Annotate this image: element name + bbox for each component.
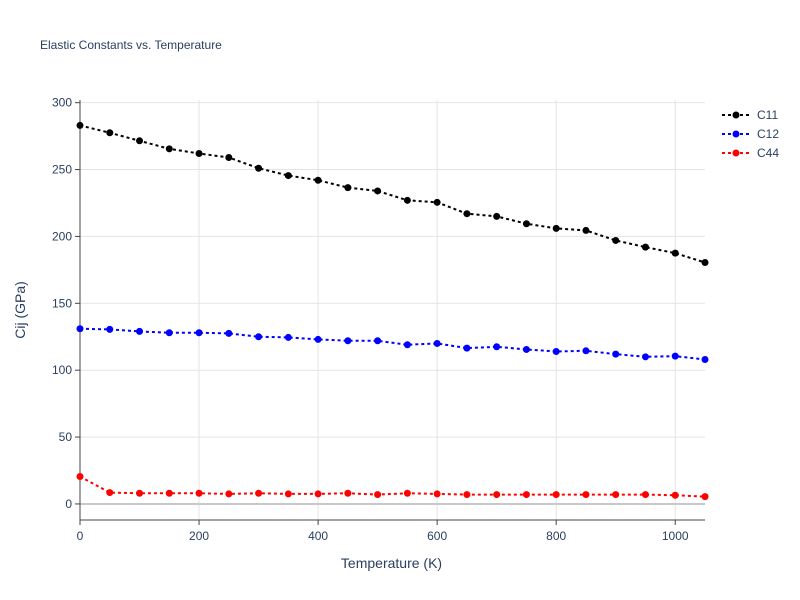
x-tick-label: 800 [546, 529, 566, 543]
data-point-c12 [522, 345, 530, 353]
data-point-c44 [255, 489, 263, 497]
data-point-c44 [493, 491, 501, 499]
data-point-c12 [433, 339, 441, 347]
legend-marker-c11 [732, 111, 740, 119]
data-point-c11 [136, 137, 144, 145]
y-tick-label: 0 [65, 497, 72, 511]
data-point-c44 [165, 489, 173, 497]
data-point-c11 [106, 129, 114, 137]
legend-label-c44: C44 [757, 146, 779, 160]
data-point-c11 [225, 154, 233, 162]
data-point-c12 [76, 325, 84, 333]
data-point-c11 [582, 226, 590, 234]
x-tick-label: 1000 [662, 529, 689, 543]
data-point-c44 [522, 491, 530, 499]
chart-title: Elastic Constants vs. Temperature [40, 38, 222, 52]
data-point-c12 [641, 353, 649, 361]
data-point-c11 [374, 187, 382, 195]
data-point-c44 [314, 490, 322, 498]
data-point-c12 [671, 352, 679, 360]
data-point-c12 [552, 347, 560, 355]
data-point-c11 [671, 249, 679, 257]
data-point-c44 [106, 489, 114, 497]
data-point-c12 [284, 333, 292, 341]
x-tick-label: 200 [189, 529, 209, 543]
series-line-c44 [79, 475, 706, 498]
y-tick-label: 150 [52, 296, 72, 310]
x-tick-label: 0 [77, 529, 84, 543]
data-point-c11 [344, 184, 352, 192]
data-point-c12 [165, 329, 173, 337]
data-point-c12 [314, 335, 322, 343]
y-tick-label: 250 [52, 163, 72, 177]
x-tick-label: 400 [308, 529, 328, 543]
data-point-c12 [463, 344, 471, 352]
legend-label-c11: C11 [757, 108, 778, 122]
data-point-c44 [641, 491, 649, 499]
y-tick-label: 50 [59, 430, 73, 444]
data-point-c11 [76, 121, 84, 129]
legend-label-c12: C12 [757, 127, 779, 141]
legend-marker-c44 [732, 149, 740, 157]
data-point-c11 [701, 259, 709, 267]
data-point-c44 [195, 489, 203, 497]
data-point-c12 [493, 343, 501, 351]
data-point-c11 [165, 145, 173, 153]
legend-marker-c12 [732, 130, 740, 138]
data-point-c12 [403, 341, 411, 349]
data-point-c44 [463, 491, 471, 499]
data-point-c11 [612, 236, 620, 244]
data-point-c11 [463, 210, 471, 218]
data-point-c44 [284, 490, 292, 498]
data-point-c12 [344, 337, 352, 345]
data-point-c12 [195, 329, 203, 337]
data-point-c11 [195, 150, 203, 158]
data-point-c11 [284, 172, 292, 180]
data-point-c44 [403, 489, 411, 497]
data-point-c11 [641, 243, 649, 251]
series-line-c11 [79, 124, 706, 264]
data-point-c44 [552, 491, 560, 499]
data-point-c12 [255, 333, 263, 341]
data-point-c44 [433, 490, 441, 498]
y-tick-label: 100 [52, 363, 72, 377]
y-tick-label: 300 [52, 96, 72, 110]
data-point-c44 [344, 489, 352, 497]
data-point-c11 [255, 164, 263, 172]
data-point-c12 [701, 355, 709, 363]
x-tick-label: 600 [427, 529, 447, 543]
data-point-c44 [671, 491, 679, 499]
x-axis-title: Temperature (K) [341, 555, 442, 571]
data-point-c44 [374, 491, 382, 499]
data-point-c44 [582, 491, 590, 499]
data-point-c12 [136, 327, 144, 335]
data-point-c11 [403, 196, 411, 204]
y-axis-title: Cij (GPa) [12, 281, 28, 339]
data-point-c44 [612, 491, 620, 499]
data-point-c44 [136, 489, 144, 497]
data-point-c44 [701, 493, 709, 501]
data-point-c11 [522, 220, 530, 228]
data-point-c12 [225, 329, 233, 337]
data-point-c44 [225, 490, 233, 498]
data-point-c12 [374, 337, 382, 345]
data-point-c11 [433, 198, 441, 206]
series-line-c12 [79, 327, 706, 361]
y-tick-label: 200 [52, 229, 72, 243]
data-point-c11 [493, 212, 501, 220]
data-point-c11 [314, 176, 322, 184]
data-point-c11 [552, 224, 560, 232]
data-point-c44 [76, 473, 84, 481]
data-point-c12 [612, 350, 620, 358]
data-point-c12 [106, 325, 114, 333]
data-point-c12 [582, 347, 590, 355]
